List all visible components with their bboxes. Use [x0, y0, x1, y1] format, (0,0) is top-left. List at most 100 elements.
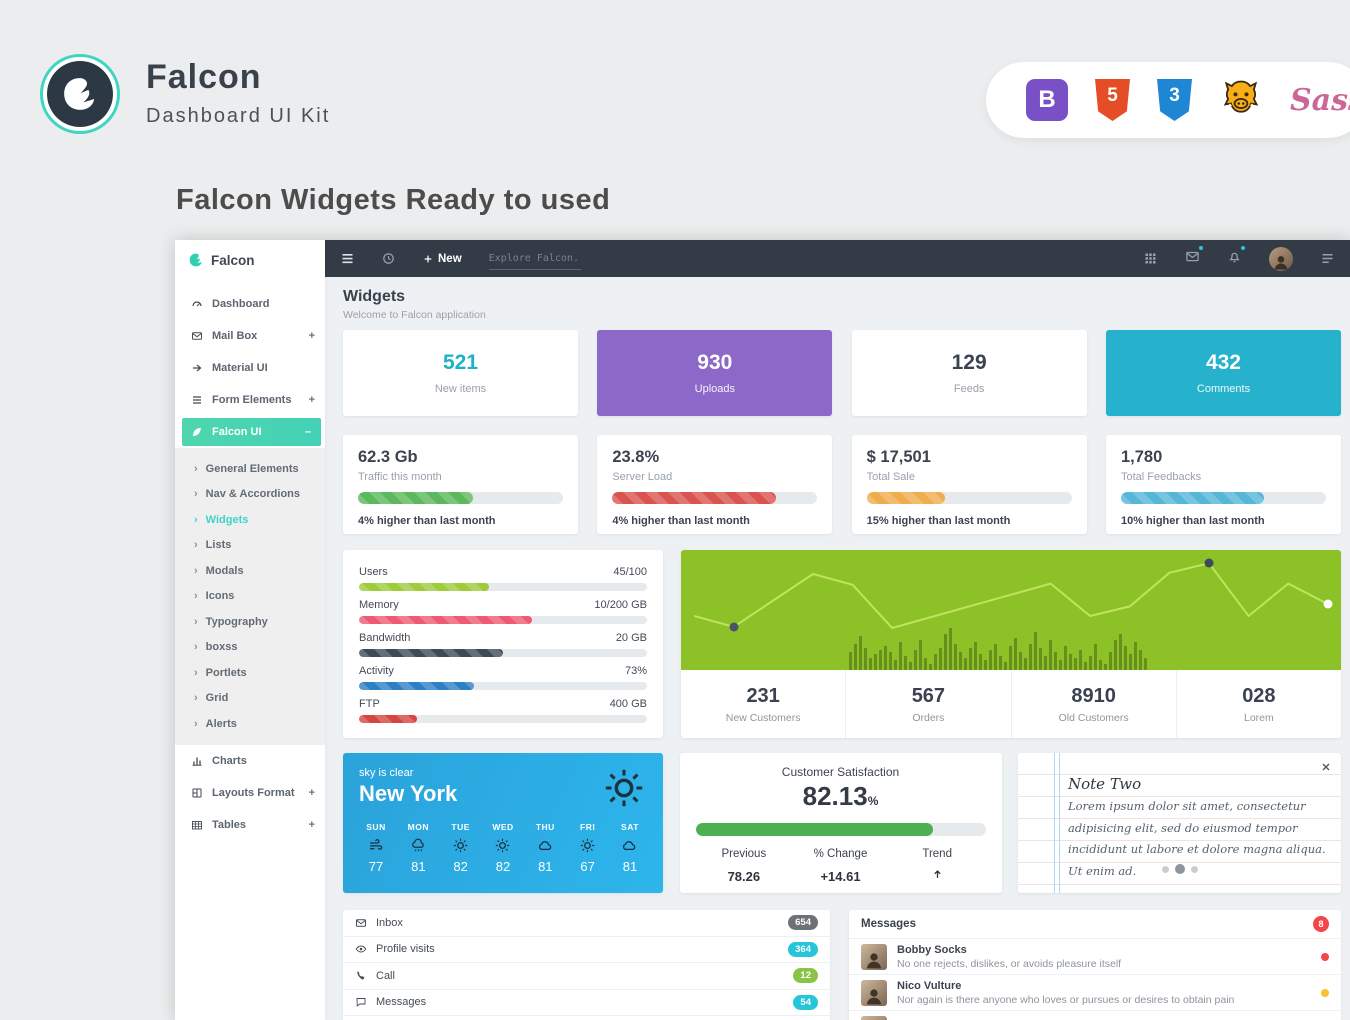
list-item-messages[interactable]: Messages 54 — [343, 989, 830, 1016]
sidebar-subitem-typography[interactable]: Typography — [175, 609, 325, 635]
progress-card-traffic[interactable]: 62.3 Gb Traffic this month 4% higher tha… — [343, 435, 578, 534]
cloud-icon — [537, 837, 554, 854]
topbar-right — [1143, 243, 1335, 271]
stat-old-customers: 8910 Old Customers — [1010, 670, 1176, 738]
css3-icon: 3 — [1157, 79, 1192, 121]
eye-icon — [355, 943, 367, 955]
dashboard-icon — [191, 298, 203, 310]
wind-icon — [368, 837, 385, 854]
progress-card-server-load[interactable]: 23.8% Server Load 4% higher than last mo… — [597, 435, 833, 534]
list-item-profile-visits[interactable]: Profile visits 364 — [343, 936, 830, 963]
search-input[interactable] — [488, 250, 581, 270]
message-item[interactable]: Bobby Socks No one rejects, dislikes, or… — [849, 938, 1341, 974]
system-monitor-card[interactable]: Users 45/100 Memory 10/200 GB Bandwidth 20 … — [343, 550, 663, 738]
message-item[interactable]: Bobby Fropple — [849, 1010, 1341, 1020]
bandwidth-bar — [359, 649, 647, 657]
dashboard-screenshot: Falcon Dashboard Mail Box + Material UI … — [175, 240, 1350, 1020]
sidebar-item-tables[interactable]: Tables + — [175, 809, 325, 841]
sidebar-submenu: General Elements Nav & Accordions Widget… — [175, 448, 325, 745]
feedbacks-progress-bar — [1120, 492, 1326, 504]
inbox-count-badge: 654 — [788, 915, 818, 931]
falcon-logo — [40, 54, 120, 134]
overview-stats-strip: 231 New Customers 567 Orders 8910 Old Cu… — [681, 670, 1341, 738]
messages-panel: Messages 8 Bobby Socks No one rejects, d… — [849, 910, 1341, 1020]
customer-satisfaction-card[interactable]: Customer Satisfaction 82.13% Previous 78… — [679, 753, 1002, 893]
bottom-row: sky is clear New York SUN 77 MON 81 TUE 82 … — [343, 753, 1341, 893]
status-dot — [1321, 988, 1329, 997]
close-icon[interactable] — [1321, 762, 1331, 772]
history-icon[interactable] — [381, 251, 396, 266]
weather-day: FRI 67 — [579, 822, 596, 874]
right-panel-toggle-icon[interactable] — [1320, 251, 1335, 266]
avatar — [861, 979, 887, 1006]
sidebar-subitem-nav-accordions[interactable]: Nav & Accordions — [175, 482, 325, 508]
list-item-partial[interactable] — [343, 1016, 830, 1020]
html5-icon: 5 — [1095, 79, 1130, 121]
page-title: Widgets — [343, 288, 406, 305]
progress-card-feedbacks[interactable]: 1,780 Total Feedbacks 10% higher than la… — [1105, 435, 1341, 534]
stat-cards-row: 521 New items 930 Uploads 129 Feeds 432 … — [343, 330, 1341, 416]
satisfaction-progress-bar — [695, 823, 986, 836]
sidebar-subitem-modals[interactable]: Modals — [175, 558, 325, 584]
phone-icon — [355, 970, 367, 982]
sass-icon: Sass — [1290, 82, 1350, 118]
sidebar-brand[interactable]: Falcon — [175, 240, 325, 280]
sun-icon — [579, 837, 596, 854]
sidebar-subitem-general-elements[interactable]: General Elements — [175, 456, 325, 482]
weather-condition: sky is clear — [359, 767, 414, 779]
stat-card-feeds[interactable]: 129 Feeds — [851, 330, 1087, 416]
sidebar-subitem-portlets[interactable]: Portlets — [175, 660, 325, 686]
sidebar-item-falcon-ui[interactable]: Falcon UI – — [182, 418, 321, 446]
new-button[interactable]: New — [423, 253, 462, 265]
notifications-indicator[interactable] — [1227, 243, 1247, 269]
apps-grid-icon[interactable] — [1143, 251, 1158, 266]
call-count-badge: 12 — [793, 968, 818, 984]
site-title: Falcon — [146, 58, 262, 96]
list-item-call[interactable]: Call 12 — [343, 963, 830, 990]
person-icon — [1272, 253, 1290, 271]
satisfaction-columns: Previous 78.26 % Change +14.61 Trend — [696, 848, 986, 885]
sidebar-item-material-ui[interactable]: Material UI — [175, 352, 325, 384]
note-title: Note Two — [1068, 775, 1142, 793]
sidebar-subitem-grid[interactable]: Grid — [175, 686, 325, 712]
sidebar-subitem-icons[interactable]: Icons — [175, 584, 325, 610]
list-item-inbox[interactable]: Inbox 654 — [343, 910, 830, 937]
middle-row: Users 45/100 Memory 10/200 GB Bandwidth 20 … — [343, 550, 1341, 738]
leaf-icon — [191, 426, 203, 438]
message-item[interactable]: Nico Vulture Nor again is there anyone w… — [849, 974, 1341, 1010]
sun-icon — [601, 765, 647, 811]
satisfaction-trend: Trend — [889, 848, 986, 885]
content-area: Widgets Welcome to Falcon application 52… — [325, 277, 1350, 1020]
table-icon — [191, 819, 203, 831]
users-bar — [359, 583, 647, 591]
bar-chart-icon — [191, 755, 203, 767]
messages-indicator[interactable] — [1185, 243, 1205, 269]
sidebar-subitem-lists[interactable]: Lists — [175, 533, 325, 559]
hamburger-menu-icon[interactable] — [340, 251, 355, 266]
sidebar-item-dashboard[interactable]: Dashboard — [175, 288, 325, 320]
sidebar-item-form-elements[interactable]: Form Elements + — [175, 384, 325, 416]
weather-day: MON 81 — [407, 822, 429, 874]
note-card[interactable]: Note Two Lorem ipsum dolor sit amet, con… — [1018, 753, 1341, 893]
sidebar-subitem-boxss[interactable]: boxss — [175, 635, 325, 661]
stat-card-uploads[interactable]: 930 Uploads — [597, 330, 833, 416]
user-avatar[interactable] — [1269, 246, 1293, 271]
overview-chart-card[interactable]: 231 New Customers 567 Orders 8910 Old Cu… — [681, 550, 1341, 738]
sidebar-item-charts[interactable]: Charts — [175, 745, 325, 777]
satisfaction-value: 82.13% — [802, 781, 879, 811]
site-title-block: Falcon Dashboard UI Kit — [146, 58, 330, 128]
chat-icon — [355, 996, 367, 1008]
sidebar-subitem-alerts[interactable]: Alerts — [175, 711, 325, 737]
tech-stack-pill: B 5 3 Sass — [986, 62, 1350, 138]
progress-card-total-sale[interactable]: $ 17,501 Total Sale 15% higher than last… — [851, 435, 1087, 534]
weather-card[interactable]: sky is clear New York SUN 77 MON 81 TUE 82 … — [343, 753, 663, 893]
sidebar-subitem-widgets[interactable]: Widgets — [175, 507, 325, 533]
sidebar-item-layouts-format[interactable]: Layouts Format + — [175, 777, 325, 809]
stat-card-new-items[interactable]: 521 New items — [343, 330, 578, 416]
page-head: Widgets Welcome to Falcon application — [343, 288, 1341, 321]
stat-card-comments[interactable]: 432 Comments — [1105, 330, 1341, 416]
overview-chart-area — [681, 550, 1341, 670]
sidebar-item-mailbox[interactable]: Mail Box + — [175, 320, 325, 352]
carousel-dots[interactable] — [1018, 864, 1341, 874]
messages-header: Messages 8 — [849, 910, 1341, 938]
